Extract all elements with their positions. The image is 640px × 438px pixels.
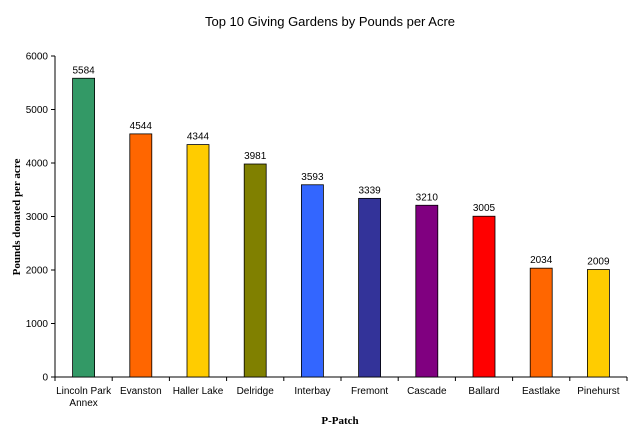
- bar: [300, 184, 324, 378]
- plot-area: 0 1000 2000 3000 4000 5000 6000 5584 Lincoln Par…: [26, 52, 628, 409]
- x-tick-label: Pinehurst: [577, 386, 619, 397]
- y-tick-label: 2000: [26, 266, 49, 277]
- bar: [243, 163, 267, 378]
- x-tick-label: Evanston: [120, 386, 162, 397]
- x-tick-label: Interbay: [294, 386, 330, 397]
- y-axis-title: Pounds donated per acre: [11, 159, 23, 276]
- y-tick-label: 4000: [26, 159, 49, 170]
- x-tick-label: Annex: [69, 398, 97, 409]
- x-tick-label: Ballard: [468, 386, 499, 397]
- data-label: 4544: [130, 121, 153, 132]
- data-label: 5584: [72, 65, 95, 76]
- y-tick-label: 6000: [26, 52, 49, 63]
- bar: [72, 77, 95, 378]
- bar: [587, 269, 610, 378]
- y-tick-label: 5000: [26, 105, 49, 116]
- bar: [415, 204, 439, 378]
- data-label: 2009: [587, 257, 610, 268]
- x-tick-label: Lincoln Park: [56, 386, 112, 397]
- bar: [358, 197, 382, 378]
- y-tick-label: 1000: [26, 319, 49, 330]
- bar: [472, 215, 496, 378]
- x-tick-label: Eastlake: [522, 386, 561, 397]
- bar: [529, 267, 553, 378]
- data-label: 3005: [473, 203, 496, 214]
- y-tick-label: 3000: [26, 212, 49, 223]
- x-tick-label: Delridge: [237, 386, 275, 397]
- data-label: 3981: [244, 151, 267, 162]
- x-tick-label: Fremont: [351, 386, 388, 397]
- x-tick-label: Haller Lake: [173, 386, 224, 397]
- data-label: 3210: [416, 192, 439, 203]
- bar: [129, 133, 153, 378]
- data-label: 2034: [530, 255, 553, 266]
- x-axis-title: P-Patch: [321, 415, 358, 427]
- x-tick-label: Cascade: [407, 386, 447, 397]
- chart-title: Top 10 Giving Gardens by Pounds per Acre: [205, 14, 455, 29]
- data-label: 3593: [301, 172, 324, 183]
- y-tick-label: 0: [42, 373, 48, 384]
- data-label: 3339: [358, 185, 381, 196]
- data-label: 4344: [187, 132, 210, 143]
- bar: [186, 144, 210, 378]
